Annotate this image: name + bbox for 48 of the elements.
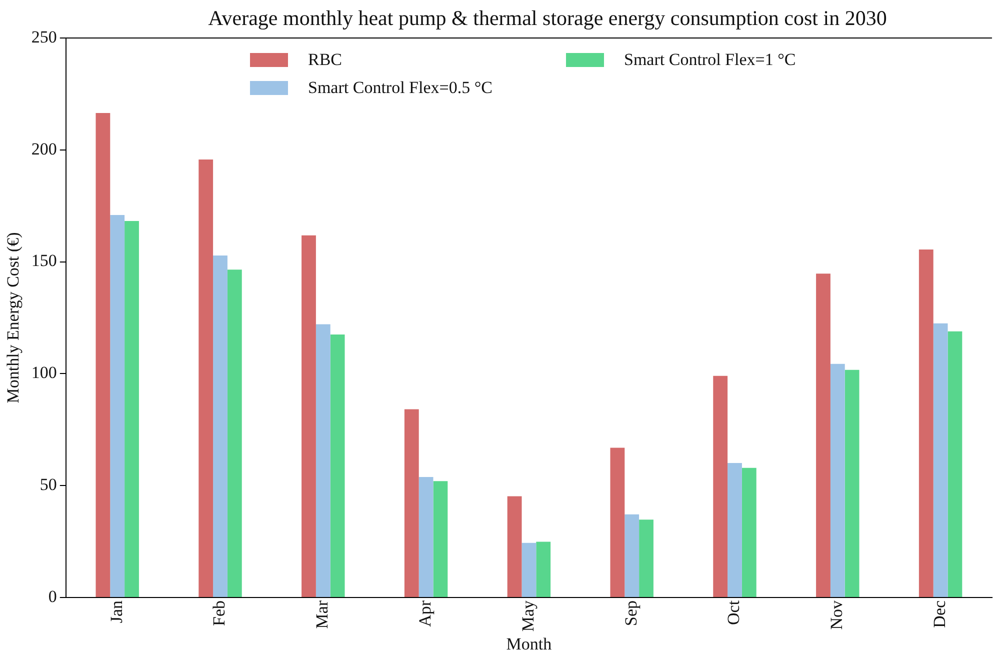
bar [302, 235, 316, 597]
bar [624, 514, 640, 597]
bar [124, 221, 139, 597]
x-tick-label: Mar [312, 600, 332, 629]
bar [404, 409, 419, 597]
x-tick-label: Nov [827, 600, 846, 630]
bar [213, 256, 228, 597]
x-tick-label: Oct [724, 600, 744, 625]
bar [610, 448, 625, 597]
bar [110, 215, 125, 597]
bar [433, 481, 448, 597]
y-tick-label: 200 [31, 139, 57, 158]
x-tick-label: Feb [210, 600, 229, 626]
bar [844, 370, 860, 597]
x-tick-label: May [518, 600, 538, 632]
y-tick-label: 50 [40, 475, 57, 494]
legend-label: RBC [307, 50, 344, 70]
bar [316, 324, 330, 597]
legend-label: Smart Control Flex=0.5 °C [307, 78, 494, 98]
x-tick-label: Sep [621, 600, 640, 626]
bar [918, 249, 934, 597]
y-tick-label: 0 [48, 586, 57, 606]
x-tick-label: Apr [416, 600, 435, 627]
y-tick-label: 250 [31, 27, 57, 46]
bar [522, 542, 536, 597]
bar [933, 323, 948, 597]
bar [742, 468, 756, 597]
y-tick-label: 150 [31, 251, 57, 270]
bar [948, 331, 962, 597]
bar [728, 462, 742, 597]
bar [198, 160, 214, 597]
bar [830, 364, 845, 597]
bar [639, 520, 654, 597]
legend-label: Smart Control Flex=1 °C [623, 50, 797, 70]
x-axis-title: Month [506, 634, 552, 654]
bar [330, 334, 345, 597]
y-axis-title: Monthly Energy Cost (€) [4, 232, 23, 404]
bar [816, 274, 830, 597]
bar [713, 376, 728, 597]
bar [96, 112, 110, 597]
bar [418, 477, 434, 597]
bar [536, 542, 551, 597]
chart-title: Average monthly heat pump & thermal storage energy consumption cost in 2030 [207, 6, 888, 31]
x-tick-label: Jan [106, 600, 126, 624]
x-tick-label: Dec [930, 600, 950, 628]
bar [507, 496, 522, 597]
bar [227, 270, 242, 597]
y-tick-label: 100 [31, 363, 57, 382]
